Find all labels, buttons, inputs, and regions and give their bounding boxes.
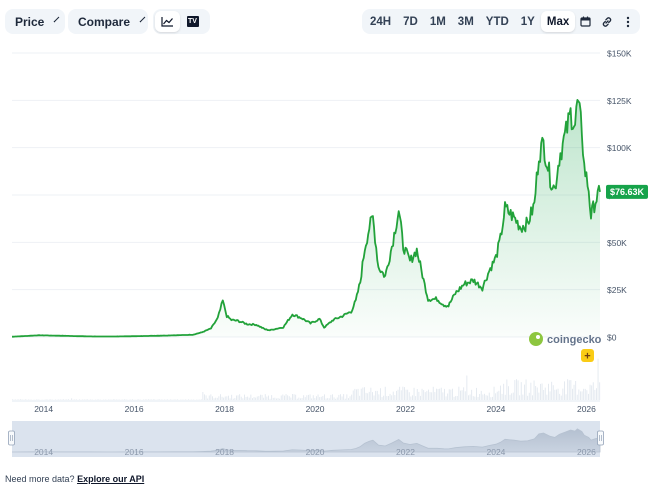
price-line (12, 99, 601, 338)
share-link-button[interactable] (596, 11, 617, 32)
navigator-tick-label: 2024 (487, 447, 506, 457)
volume-bars (12, 358, 601, 400)
navigator-tick-label: 2020 (306, 447, 325, 457)
navigator-tick-label: 2018 (215, 447, 234, 457)
x-tick-label: 2022 (396, 404, 415, 414)
more-options-button[interactable] (617, 11, 638, 32)
time-range-selector: 24H 7D 1M 3M YTD 1Y Max (362, 9, 640, 34)
chevron-down-icon (54, 16, 60, 23)
y-tick-label: $0 (607, 333, 617, 343)
tradingview-button[interactable]: TV (180, 11, 205, 32)
y-tick-label: $50K (607, 238, 627, 248)
price-chart[interactable]: $0$25K$50K$75K$100K$125K$150K coingecko … (0, 40, 648, 465)
x-axis-labels: 2014 2016 2018 2020 2022 2024 2026 (34, 404, 596, 414)
y-tick-label: $125K (607, 96, 632, 106)
coingecko-watermark: coingecko (529, 332, 602, 346)
range-1m[interactable]: 1M (429, 15, 446, 28)
add-annotation-button[interactable]: + (581, 349, 594, 363)
range-navigator[interactable]: 2014 2016 2018 2020 2022 2024 2026 (8, 421, 604, 457)
y-tick-label: $150K (607, 49, 632, 59)
x-tick-label: 2014 (34, 404, 53, 414)
range-ytd[interactable]: YTD (485, 15, 509, 28)
price-dropdown[interactable]: Price (5, 9, 65, 34)
navigator-tick-label: 2016 (125, 447, 144, 457)
chart-type-toggle: TV (153, 9, 210, 34)
navigator-tick-label: 2026 (577, 447, 596, 457)
link-icon (602, 16, 611, 27)
x-tick-label: 2024 (487, 404, 506, 414)
line-chart-icon (161, 17, 173, 27)
price-area (12, 99, 600, 338)
tradingview-icon: TV (186, 16, 199, 27)
plus-icon: + (584, 351, 590, 363)
range-7d[interactable]: 7D (403, 15, 418, 28)
y-tick-label: $100K (607, 143, 632, 153)
range-max[interactable]: Max (540, 11, 576, 32)
navigator-left-handle[interactable] (8, 430, 15, 446)
calendar-button[interactable] (575, 11, 596, 32)
more-vertical-icon (626, 16, 629, 27)
navigator-series (11, 428, 601, 453)
calendar-icon (580, 16, 591, 27)
range-3m[interactable]: 3M (457, 15, 474, 28)
x-tick-label: 2026 (577, 404, 596, 414)
chevron-down-icon (139, 16, 146, 23)
line-chart-button[interactable] (155, 11, 180, 32)
chart-toolbar: Price Compare TV 24H 7D 1M 3M YTD 1Y Max (5, 9, 640, 34)
x-tick-label: 2016 (125, 404, 144, 414)
range-24h[interactable]: 24H (370, 15, 392, 28)
navigator-tick-label: 2022 (396, 447, 415, 457)
navigator-labels: 2014 2016 2018 2020 2022 2024 2026 (34, 447, 596, 457)
range-1y[interactable]: 1Y (520, 15, 535, 28)
x-tick-label: 2020 (306, 404, 325, 414)
coingecko-logo-icon (529, 332, 543, 346)
x-tick-label: 2018 (215, 404, 234, 414)
navigator-right-handle[interactable] (597, 430, 604, 446)
api-footer: Need more data? Explore our API (5, 474, 144, 484)
compare-dropdown[interactable]: Compare (68, 9, 148, 34)
footer-text: Need more data? (5, 474, 75, 484)
current-price-label: $76.63K (610, 187, 645, 197)
explore-api-link[interactable]: Explore our API (77, 474, 145, 484)
compare-dropdown-label: Compare (78, 14, 131, 29)
navigator-tick-label: 2014 (34, 447, 53, 457)
price-dropdown-label: Price (15, 14, 45, 29)
y-tick-label: $25K (607, 285, 627, 295)
current-price-badge: $76.63K (606, 184, 648, 199)
coingecko-brand: coingecko (547, 334, 602, 346)
